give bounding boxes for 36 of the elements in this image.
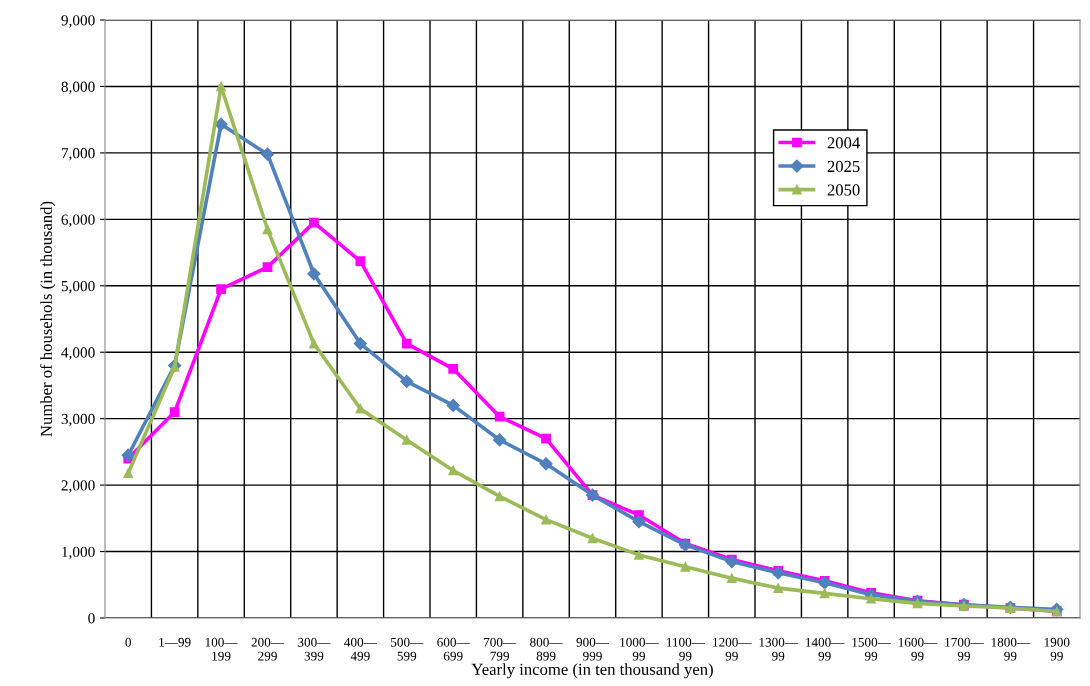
legend-label: 2004 (827, 137, 860, 149)
x-tick-label: 1300— 99 (759, 637, 799, 661)
y-tick-label: 9,000 (61, 15, 95, 28)
y-tick-label: 4,000 (61, 347, 95, 360)
x-axis-title: Yearly income (in ten thousand yen) (471, 663, 713, 679)
y-tick-label: 5,000 (61, 280, 95, 294)
y-tick-label: 6,000 (61, 214, 95, 227)
x-tick-label: 300— 399 (298, 637, 331, 661)
x-tick-label: 1200— 99 (713, 637, 752, 661)
y-tick-label: 8,000 (61, 81, 95, 95)
x-tick-label: 1700— 99 (945, 637, 984, 661)
y-axis-title: Number of househols (in thousand) (40, 201, 56, 437)
x-tick-label: 1600— 99 (898, 637, 938, 661)
x-tick-label: 900— 999 (576, 637, 610, 661)
y-tick-label: 2,000 (61, 480, 95, 493)
x-tick-label: 1100— 99 (666, 637, 705, 661)
x-tick-label: 1000— 99 (620, 637, 659, 661)
x-tick-label: 1500— 99 (852, 637, 891, 661)
y-tick-label: 3,000 (61, 413, 95, 427)
y-tick-label: 0 (88, 613, 95, 624)
legend-label: 2050 (827, 184, 860, 196)
x-tick-label: 800— 899 (530, 637, 563, 661)
x-tick-label: 1400— 99 (806, 637, 845, 661)
y-tick-label: 7,000 (61, 148, 95, 161)
x-tick-label: 1—99 (159, 637, 191, 647)
x-tick-label: 500— 599 (391, 637, 424, 661)
x-tick-label: 600— 699 (437, 637, 470, 661)
x-tick-label: 1800— 99 (991, 637, 1031, 661)
x-tick-label: 400— 499 (344, 637, 377, 661)
x-tick-label: 100— 199 (205, 637, 238, 661)
x-tick-label: 700— 799 (484, 637, 517, 661)
x-tick-label: 0 (125, 637, 132, 647)
y-tick-label: 1,000 (62, 546, 95, 560)
x-tick-label: 200— 299 (251, 637, 285, 661)
x-tick-label: 1900 99 (1044, 637, 1070, 661)
legend-label: 2025 (827, 160, 860, 173)
